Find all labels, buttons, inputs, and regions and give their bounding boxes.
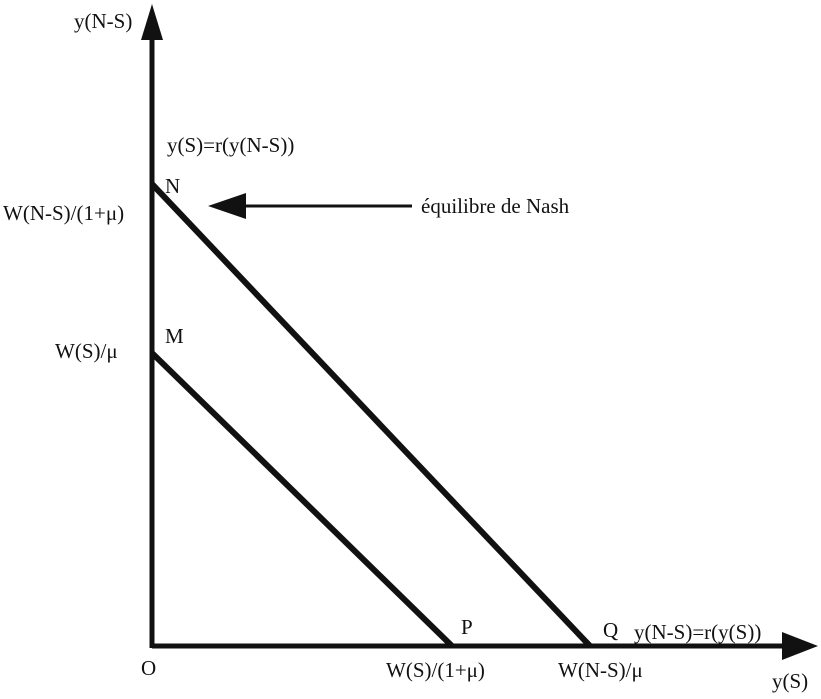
nash-arrow-head-icon [208, 193, 246, 219]
point-p-label: P [461, 615, 473, 639]
y-axis-arrow-icon [141, 4, 163, 40]
x-axis-arrow-icon [782, 632, 818, 660]
point-n-label: N [165, 174, 180, 198]
nash-equilibrium-label: équilibre de Nash [421, 194, 570, 218]
line-m-p [149, 350, 455, 649]
m-intercept-label: W(S)/μ [55, 339, 118, 363]
x-axis-label: y(S) [772, 669, 808, 693]
q-intercept-label: W(N-S)/μ [558, 658, 643, 682]
origin-label: O [141, 656, 156, 680]
point-q-label: Q [603, 618, 618, 642]
horizontal-reaction-label: y(N-S)=r(y(S)) [634, 620, 761, 644]
vertical-reaction-label: y(S)=r(y(N-S)) [167, 133, 294, 157]
n-intercept-label: W(N-S)/(1+μ) [3, 201, 124, 225]
y-axis-label: y(N-S) [74, 9, 132, 33]
line-n-q [149, 181, 593, 649]
p-intercept-label: W(S)/(1+μ) [386, 658, 485, 682]
point-m-label: M [165, 324, 184, 348]
